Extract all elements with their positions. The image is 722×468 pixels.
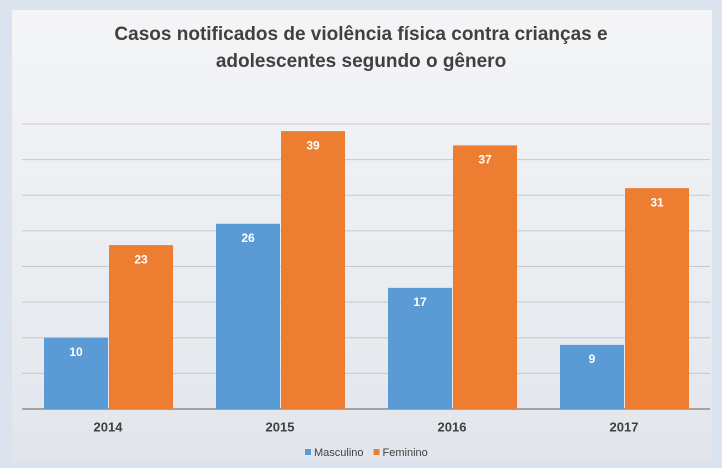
bar [281,131,345,409]
data-label: 10 [69,345,83,359]
x-tick-label: 2016 [438,419,467,434]
data-label: 39 [306,138,320,152]
bar [109,245,173,409]
data-label: 31 [650,195,664,209]
legend-label: Masculino [314,447,364,459]
bar [216,223,280,409]
x-tick-label: 2015 [266,419,295,434]
data-label: 23 [134,252,148,266]
bar [453,145,517,409]
legend-swatch [305,449,311,455]
data-label: 26 [241,231,255,245]
x-tick-label: 2017 [610,419,639,434]
data-label: 37 [478,153,492,167]
bar [388,287,452,409]
legend-label: Feminino [383,447,428,459]
bar [44,337,108,409]
chart-title: adolescentes segundo o gênero [216,51,506,72]
bar [625,188,689,409]
legend-swatch [373,449,380,455]
data-label: 17 [413,295,427,309]
chart-title: Casos notificados de violência física co… [114,24,607,45]
data-label: 9 [589,352,596,366]
bar [560,344,624,409]
x-tick-label: 2014 [94,419,124,434]
